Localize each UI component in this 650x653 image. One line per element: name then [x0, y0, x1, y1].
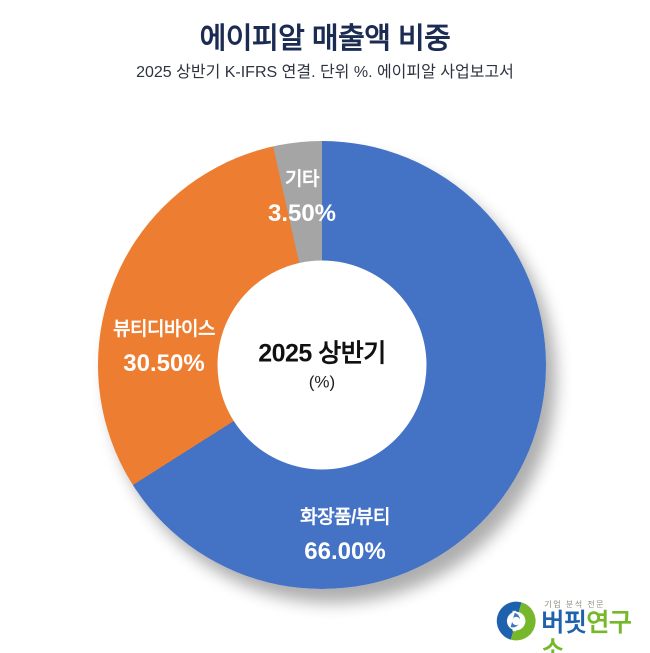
logo-name-lab: 연구소 [541, 609, 632, 653]
center-unit-label: (%) [308, 372, 336, 391]
buffett-lab-logo-icon [496, 601, 536, 641]
slice-value: 30.50% [123, 350, 205, 377]
slice-name: 화장품/뷰티 [300, 507, 390, 528]
slice-value: 3.50% [267, 200, 337, 227]
logo-text: 기업 분석 전문 버핏연구소 [541, 600, 650, 653]
slice-name: 기타 [285, 169, 319, 190]
donut-chart: 2025 상반기 (%) 기타 3.50% 뷰티디바이스 30.50% 화장품/… [98, 141, 546, 589]
donut-hole: 2025 상반기 (%) [217, 260, 427, 470]
slice-label-etc: 기타 3.50% [268, 168, 336, 227]
slice-label-beauty-device: 뷰티디바이스 30.50% [113, 318, 215, 377]
slice-value: 66.00% [304, 538, 386, 565]
logo-tagline: 기업 분석 전문 [544, 600, 605, 609]
logo-name-buffett: 버핏 [541, 609, 587, 637]
buffett-lab-logo: 기업 분석 전문 버핏연구소 [494, 597, 650, 653]
center-label: 2025 상반기 [258, 339, 386, 367]
slice-label-cosmetics-beauty: 화장품/뷰티 66.00% [300, 506, 390, 565]
page-subtitle: 2025 상반기 K-IFRS 연결. 단위 %. 에이피알 사업보고서 [136, 64, 514, 81]
logo-name: 버핏연구소 [541, 610, 650, 653]
page-title: 에이피알 매출액 비중 [199, 23, 451, 55]
slice-name: 뷰티디바이스 [113, 319, 215, 340]
